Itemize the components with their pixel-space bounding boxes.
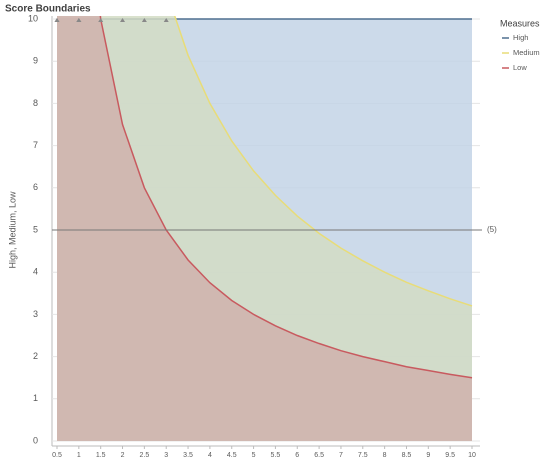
overflow-marker — [141, 18, 147, 22]
x-tick-label: 8 — [383, 452, 387, 459]
line — [173, 16, 473, 307]
y-tick-label: 2 — [33, 351, 38, 361]
x-tick-label: 9.5 — [445, 452, 455, 459]
legend-title: Measures — [500, 18, 540, 28]
x-tick-label: 1 — [77, 452, 81, 459]
y-tick-label: 3 — [33, 309, 38, 319]
y-tick-label: 0 — [33, 435, 38, 445]
reference-label: (5) — [487, 225, 497, 234]
x-tick-label: 3 — [164, 452, 168, 459]
x-tick-label: 6 — [295, 452, 299, 459]
y-tick-label: 9 — [33, 56, 38, 66]
overflow-marker — [163, 18, 169, 22]
legend-label: High — [513, 33, 528, 42]
overflow-marker — [76, 18, 82, 22]
x-tick-label: 4 — [208, 452, 212, 459]
x-tick-label: 8.5 — [402, 452, 412, 459]
y-tick-label: 8 — [33, 98, 38, 108]
x-tick-label: 4.5 — [227, 452, 237, 459]
y-tick-label: 6 — [33, 182, 38, 192]
y-axis-label: High, Medium, Low — [7, 191, 17, 269]
x-tick-label: 3.5 — [183, 452, 193, 459]
x-tick-label: 7.5 — [358, 452, 368, 459]
plot-area — [57, 16, 473, 441]
legend-label: Medium — [513, 48, 540, 57]
area — [57, 16, 472, 441]
x-tick-label: 5.5 — [271, 452, 281, 459]
overflow-marker — [54, 18, 60, 22]
x-tick-label: 0.5 — [52, 452, 62, 459]
y-tick-label: 5 — [33, 224, 38, 234]
x-tick-label: 2.5 — [140, 452, 150, 459]
y-tick-label: 7 — [33, 140, 38, 150]
x-tick-label: 1.5 — [96, 452, 106, 459]
legend-label: Low — [513, 63, 527, 72]
x-tick-label: 6.5 — [314, 452, 324, 459]
y-tick-label: 1 — [33, 393, 38, 403]
x-tick-label: 7 — [339, 452, 343, 459]
line — [99, 16, 473, 379]
x-tick-label: 9 — [426, 452, 430, 459]
x-tick-label: 5 — [252, 452, 256, 459]
chart-title: Score Boundaries — [5, 4, 91, 15]
overflow-marker — [98, 18, 104, 22]
overflow-marker — [120, 18, 126, 22]
x-tick-label: 10 — [468, 452, 476, 459]
x-tick-label: 2 — [121, 452, 125, 459]
y-tick-label: 10 — [28, 13, 38, 23]
y-tick-label: 4 — [33, 267, 38, 277]
